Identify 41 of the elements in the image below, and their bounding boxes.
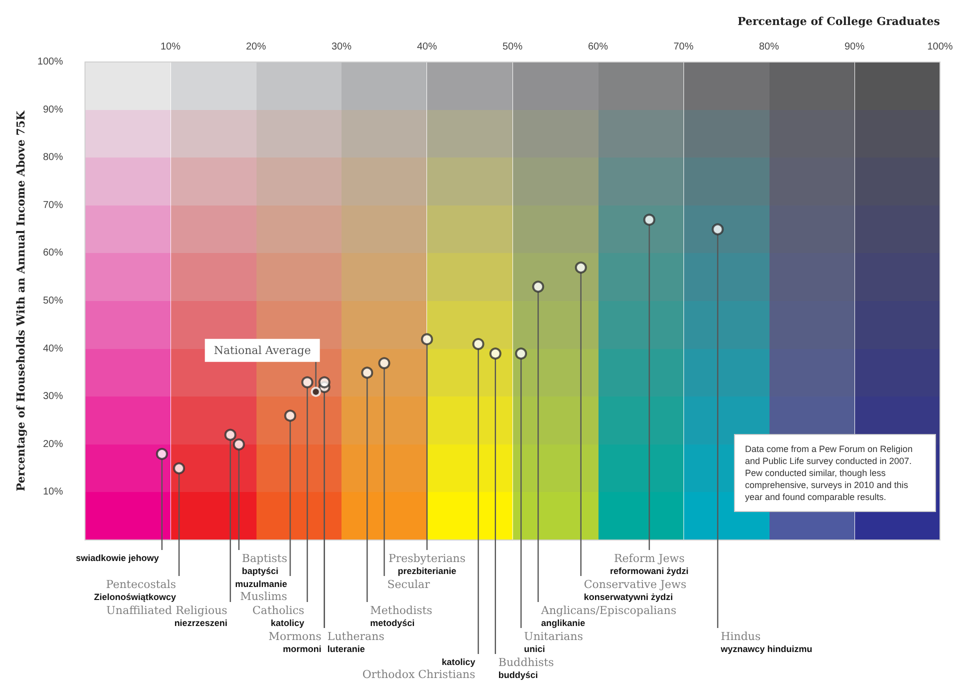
annotation: Unaffiliated Religious niezrzeszeni	[106, 604, 228, 628]
annotation: katolicy Orthodox Christians	[362, 657, 476, 681]
y-tick-label: 20%	[42, 438, 64, 450]
annotation: Buddhists buddyści	[498, 656, 554, 680]
text: National Average	[214, 344, 311, 357]
annotation: Catholics katolicy	[252, 604, 305, 628]
x-tick-label: 10%	[160, 42, 181, 52]
annotation: Unitarians unici	[524, 630, 584, 654]
annotation: Reform Jews reformowani żydzi	[610, 552, 689, 576]
y-tick-label: 60%	[42, 248, 64, 259]
y-axis-title: Percentage of Households With an Annual Income Above 75K	[14, 110, 28, 492]
annotation: Secular	[387, 578, 431, 591]
x-tick-label: 60%	[588, 42, 608, 52]
y-tick-label: 10%	[42, 486, 64, 498]
x-tick-label: 40%	[416, 42, 438, 52]
annotation: Methodists metodyści	[370, 604, 433, 628]
y-tick-label: 100%	[37, 56, 64, 68]
note-box: Data come from a Pew Forum on Religion and Public Life survey conducted in 2007. Pew conducted similar, though less comprehensive, surveys in 2010 and this year and found comparable results.	[734, 434, 936, 512]
x-tick-label: 70%	[673, 42, 694, 52]
x-tick-label: 90%	[844, 42, 865, 52]
y-tick-label: 50%	[42, 296, 64, 306]
x-axis-title: Percentage of College Graduates	[738, 15, 940, 28]
annotation: Presbyterians prezbiterianie	[388, 552, 466, 576]
annotation: Lutherans luteranie	[327, 630, 385, 654]
annotation: muzulmanie Muslims	[235, 579, 288, 603]
annotation: Conservative Jews konserwatywni żydzi	[584, 578, 687, 602]
y-tick-label: 40%	[42, 343, 64, 354]
annotation: swiadkowie jehowy	[76, 553, 159, 563]
x-tick-label: 50%	[502, 42, 523, 52]
annotation: Pentecostals Zielonoświątkowcy	[94, 578, 176, 602]
y-tick-label: 70%	[42, 200, 64, 211]
annotation: Mormons mormoni	[268, 630, 322, 654]
annotation: Hindus wyznawcy hinduizmu	[720, 630, 812, 654]
annotation: Anglicans/Episcopalians anglikanie	[540, 604, 677, 628]
x-tick-label: 80%	[758, 42, 780, 52]
y-tick-label: 30%	[42, 391, 64, 402]
x-tick-label: 20%	[246, 42, 266, 52]
x-tick-label: 30%	[331, 42, 352, 52]
y-tick-label: 90%	[42, 104, 64, 116]
x-tick-label: 100%	[927, 42, 953, 52]
y-tick-label: 80%	[42, 152, 64, 164]
